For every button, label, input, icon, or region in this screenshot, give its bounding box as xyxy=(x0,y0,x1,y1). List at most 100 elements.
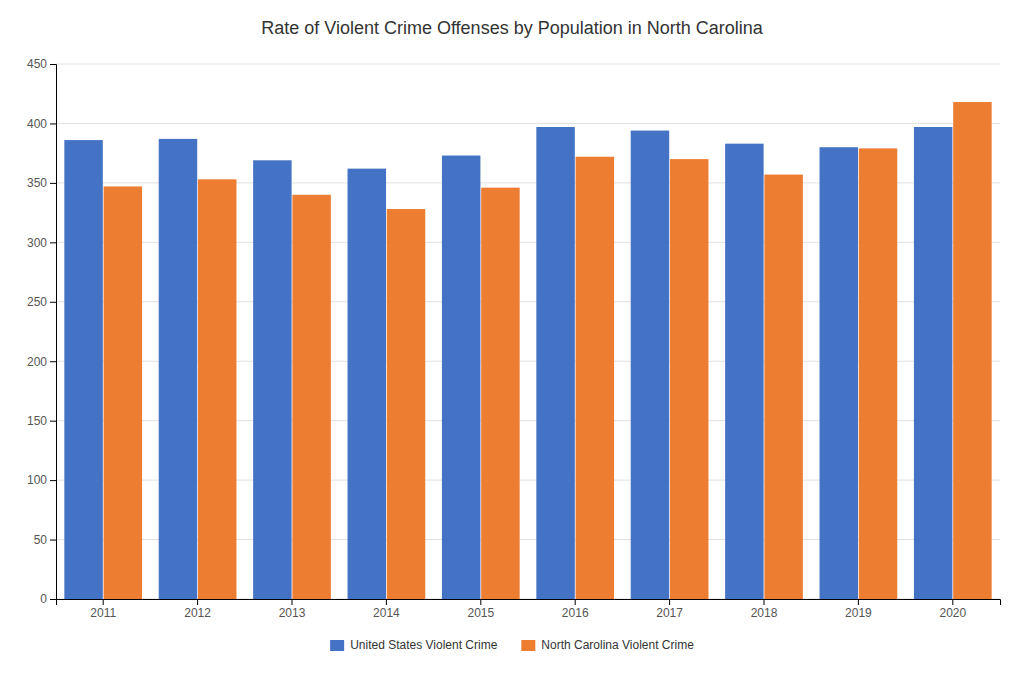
chart: Rate of Violent Crime Offenses by Popula… xyxy=(0,0,1024,683)
bar xyxy=(536,127,574,599)
grid xyxy=(56,64,1000,599)
tick-mark xyxy=(292,599,293,605)
bar xyxy=(387,209,425,599)
tick: 2012 xyxy=(184,599,211,620)
tick-label: 450 xyxy=(27,57,47,71)
tick: 350 xyxy=(27,176,56,190)
tick-label: 50 xyxy=(34,533,48,547)
tick: 0 xyxy=(40,592,56,606)
legend-item: North Carolina Violent Crime xyxy=(521,638,694,652)
tick-label: 250 xyxy=(27,295,47,309)
tick: 2014 xyxy=(373,599,400,620)
tick-mark xyxy=(103,599,104,605)
tick-label: 0 xyxy=(40,592,47,606)
tick-mark xyxy=(669,599,670,605)
bar xyxy=(859,148,897,599)
title: Rate of Violent Crime Offenses by Popula… xyxy=(261,18,764,38)
axis-line xyxy=(50,65,57,600)
tick-mark xyxy=(50,183,56,184)
grid-line xyxy=(56,361,1000,362)
axis-line xyxy=(57,600,1001,606)
tick-mark xyxy=(480,599,481,605)
tick-mark xyxy=(50,480,56,481)
legend: United States Violent Crime North Carolin… xyxy=(330,638,694,652)
legend-swatch xyxy=(330,640,344,651)
tick-mark xyxy=(50,421,56,422)
x-axis: 2011 2012 2013 2014 2015 2016 2017 2018 2019 2020 xyxy=(57,599,1001,620)
grid-line xyxy=(56,480,1000,481)
bar xyxy=(104,186,142,599)
grid-line xyxy=(56,301,1000,302)
bar xyxy=(914,127,952,599)
tick: 100 xyxy=(27,473,56,487)
grid-line xyxy=(56,182,1000,183)
bar xyxy=(670,159,708,599)
tick-label: 2016 xyxy=(562,606,589,620)
bar xyxy=(442,156,480,599)
tick-label: 2019 xyxy=(845,606,872,620)
tick-mark xyxy=(50,123,56,124)
y-axis: 0 50 100 150 200 250 300 350 400 450 xyxy=(27,57,57,606)
tick-mark xyxy=(197,599,198,605)
legend-swatch xyxy=(521,640,535,651)
bar xyxy=(953,102,991,599)
tick: 200 xyxy=(27,355,56,369)
tick-label: 2015 xyxy=(467,606,494,620)
tick-label: 2011 xyxy=(90,606,116,620)
tick: 2013 xyxy=(279,599,306,620)
tick-label: 2012 xyxy=(184,606,211,620)
legend-label: North Carolina Violent Crime xyxy=(541,638,694,652)
tick: 150 xyxy=(27,414,56,428)
bar xyxy=(198,179,236,599)
tick-label: 2017 xyxy=(656,606,683,620)
tick-label: 100 xyxy=(27,473,47,487)
tick: 2017 xyxy=(656,599,683,620)
tick: 2015 xyxy=(467,599,494,620)
tick-mark xyxy=(575,599,576,605)
tick-mark xyxy=(50,64,56,65)
tick-mark xyxy=(764,599,765,605)
bar xyxy=(481,188,519,599)
bar xyxy=(64,140,102,599)
bar xyxy=(576,157,614,599)
tick-mark xyxy=(50,540,56,541)
tick: 50 xyxy=(34,533,56,547)
tick: 2018 xyxy=(751,599,778,620)
tick-label: 200 xyxy=(27,355,47,369)
tick: 2011 xyxy=(90,599,116,620)
tick-label: 2018 xyxy=(751,606,778,620)
tick-mark xyxy=(386,599,387,605)
bar xyxy=(253,160,291,599)
tick-label: 150 xyxy=(27,414,47,428)
grid-line xyxy=(56,539,1000,540)
tick-mark xyxy=(858,599,859,605)
grid-line xyxy=(56,420,1000,421)
tick: 2016 xyxy=(562,599,589,620)
tick-mark xyxy=(50,599,56,600)
bar-series xyxy=(64,127,952,599)
bar xyxy=(725,144,763,599)
legend-item: United States Violent Crime xyxy=(330,638,498,652)
tick-label: 350 xyxy=(27,176,47,190)
tick-label: 2013 xyxy=(279,606,306,620)
tick: 450 xyxy=(27,57,56,71)
tick-label: 300 xyxy=(27,236,47,250)
tick-mark xyxy=(50,361,56,362)
tick-label: 2020 xyxy=(939,606,966,620)
tick-mark xyxy=(50,242,56,243)
legend-label: United States Violent Crime xyxy=(350,638,498,652)
bar-series xyxy=(104,102,992,599)
tick: 400 xyxy=(27,117,56,131)
grid-line xyxy=(56,242,1000,243)
bar xyxy=(764,175,802,599)
tick-label: 400 xyxy=(27,117,47,131)
tick-mark xyxy=(50,302,56,303)
grid-line xyxy=(56,123,1000,124)
grid-line xyxy=(56,64,1000,65)
bar xyxy=(159,139,197,599)
tick-label: 2014 xyxy=(373,606,400,620)
tick: 250 xyxy=(27,295,56,309)
bar xyxy=(631,131,669,599)
tick-mark xyxy=(952,599,953,605)
tick: 300 xyxy=(27,236,56,250)
